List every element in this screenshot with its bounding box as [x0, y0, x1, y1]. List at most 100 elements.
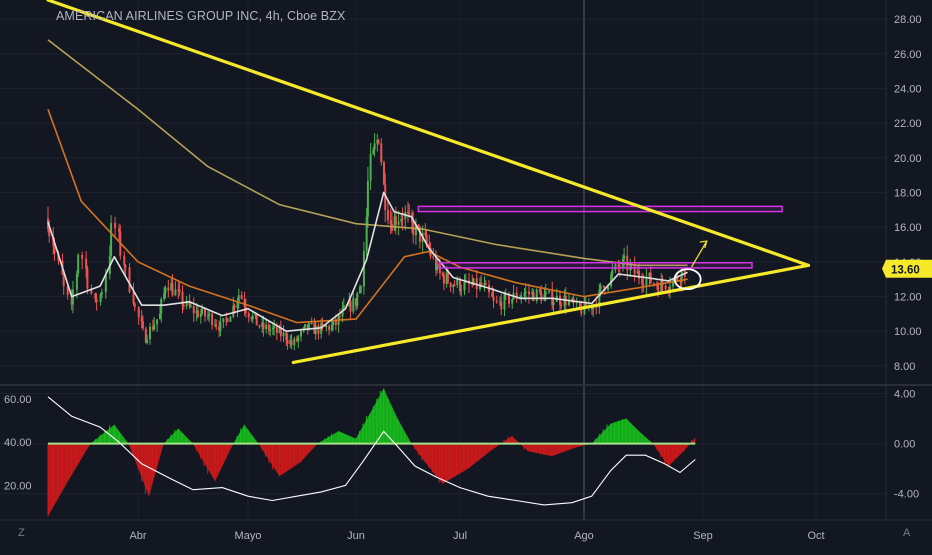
candle-body [614, 264, 617, 270]
candle-body [676, 275, 679, 280]
candle-body [393, 216, 396, 231]
candle-body [428, 243, 431, 248]
candle-body [86, 268, 89, 289]
candle-body [503, 294, 506, 310]
candle-body [285, 332, 288, 340]
last-price-badge [882, 259, 932, 278]
x-tick-label: Jun [347, 530, 365, 542]
candle-body [397, 221, 400, 225]
osc-positive-area [317, 388, 412, 444]
candle-body [453, 284, 456, 286]
candle-body [233, 305, 236, 308]
candle-body [297, 336, 300, 342]
candle-body [310, 322, 313, 324]
candle-body [602, 285, 605, 288]
candle-body [133, 303, 136, 308]
candle-body [261, 322, 264, 327]
candle-body [668, 286, 671, 290]
y-tick-label: 26.00 [894, 49, 922, 61]
candle-body [286, 339, 289, 344]
candle-body [623, 255, 626, 259]
candle-body [141, 321, 144, 329]
projection-arrow[interactable] [690, 240, 708, 268]
candle-body [500, 301, 503, 310]
candle-body [290, 340, 293, 346]
candle-body [201, 308, 204, 314]
candle-body [483, 282, 486, 286]
last-price-label: 13.60 [891, 264, 920, 276]
candle-body [389, 220, 392, 224]
candle-body [442, 275, 445, 284]
candle-body [434, 256, 437, 271]
candle-body [424, 232, 427, 235]
candle-body [303, 324, 306, 328]
candle-body [599, 285, 602, 290]
lower-trendline[interactable] [291, 263, 811, 365]
candle-body [334, 320, 337, 325]
candle-body [560, 304, 563, 306]
interval-label[interactable]: 4h [265, 9, 280, 23]
candle-body [167, 287, 170, 291]
candle-body [610, 274, 613, 287]
candle-body [523, 293, 526, 296]
main-grid [0, 0, 886, 520]
candle-body [532, 291, 535, 302]
oscillator-pane [47, 388, 696, 517]
resistance-zone-1[interactable] [417, 205, 783, 213]
candle-body [528, 291, 530, 295]
candle-body [307, 323, 310, 330]
timezone-button[interactable]: Z [18, 527, 25, 539]
candle-body [255, 313, 258, 326]
candle-body [118, 228, 121, 232]
candle-body [128, 267, 131, 292]
candle-body [140, 317, 143, 322]
candle-body [441, 273, 444, 276]
auto-scale-button[interactable]: A [903, 527, 911, 539]
candle-body [511, 299, 514, 304]
candle-body [214, 324, 216, 326]
candle-body [229, 316, 232, 322]
drawings-layer[interactable] [46, 0, 811, 365]
candle-body [123, 255, 126, 266]
candle-body [598, 289, 601, 308]
candle-body [618, 266, 621, 268]
candle-body [460, 290, 463, 292]
candle-body [584, 301, 587, 308]
candle-body [85, 258, 88, 269]
candle-body [401, 219, 404, 221]
y-tick-label: 20.00 [894, 153, 922, 165]
candle-body [273, 326, 276, 328]
candle-body [104, 274, 107, 293]
ma-fast-line [47, 191, 688, 333]
candle-body [366, 180, 369, 217]
osc-y-right-tick-label: 0.00 [894, 439, 915, 451]
upper-trendline[interactable] [46, 0, 811, 267]
candle-body [349, 301, 352, 312]
y-tick-label: 16.00 [894, 222, 922, 234]
candle-body [160, 299, 163, 314]
candle-body [338, 315, 341, 317]
symbol-name[interactable]: AMERICAN AIRLINES GROUP INC [56, 9, 259, 23]
title-sep-2: , [279, 9, 287, 23]
candle-body [683, 268, 686, 277]
candle-body [657, 285, 660, 293]
candle-body [471, 284, 474, 286]
candle-body [262, 322, 265, 330]
candle-body [181, 291, 184, 306]
candle-body [382, 162, 385, 185]
candle-body [317, 325, 320, 334]
candle-body [358, 286, 361, 294]
candle-body [342, 305, 345, 309]
candle-body [660, 280, 663, 293]
candle-body [380, 143, 383, 163]
resistance-zone-2[interactable] [438, 261, 753, 269]
osc-negative-area [128, 443, 164, 497]
x-tick-label: Jul [453, 530, 467, 542]
candle-body [53, 245, 56, 254]
osc-y-left-tick-label: 60.00 [4, 394, 32, 406]
candle-body [236, 302, 239, 308]
candle-body [667, 289, 670, 291]
y-tick-label: 12.00 [894, 292, 922, 304]
highlight-circle[interactable] [673, 268, 702, 291]
